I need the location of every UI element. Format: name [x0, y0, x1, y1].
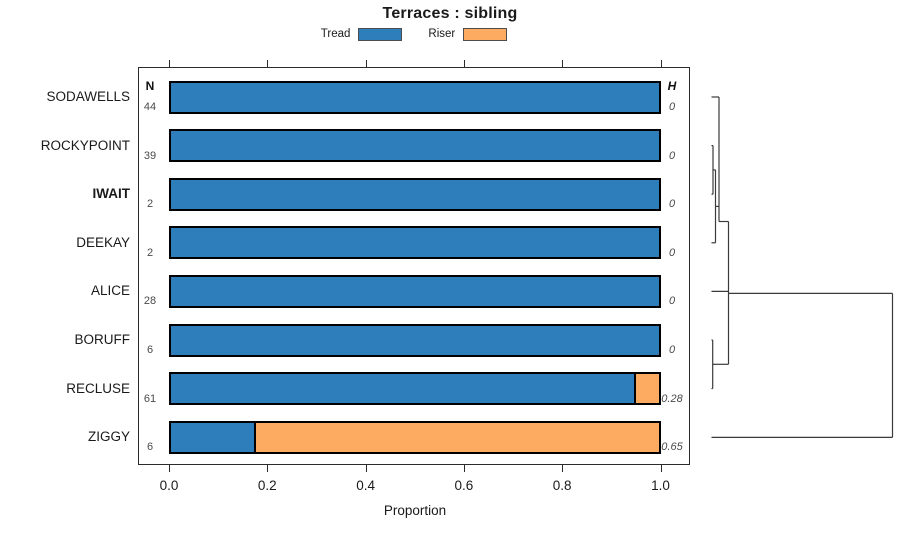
tread-segment: [171, 131, 659, 161]
x-axis-tick: [463, 465, 466, 472]
h-value: 0: [668, 344, 676, 356]
top-axis-tick: [365, 60, 367, 67]
stacked-bar: [169, 274, 661, 308]
legend-riser-swatch: [463, 27, 508, 41]
n-value: 6: [146, 344, 154, 356]
x-axis-tick: [660, 465, 662, 472]
legend-item-riser: Riser: [428, 27, 508, 41]
n-value: 2: [146, 198, 154, 211]
stacked-bar: [169, 177, 661, 211]
top-axis-tick: [267, 60, 269, 67]
x-axis-tick-label: 0.6: [454, 478, 474, 493]
tread-segment: [171, 374, 635, 404]
tread-segment: [171, 82, 659, 112]
n-value: 28: [143, 295, 157, 308]
tread-segment: [171, 179, 659, 209]
category-label: ZIGGY: [87, 429, 130, 445]
category-label: ALICE: [90, 283, 130, 299]
x-axis-title: Proportion: [383, 503, 447, 518]
legend-item-tread: Tread: [320, 27, 403, 41]
chart-title: Terraces : sibling: [382, 5, 518, 22]
tread-segment: [171, 422, 254, 452]
h-value: 0: [668, 149, 676, 162]
x-axis-tick-label: 0.8: [552, 478, 572, 493]
n-value: 44: [143, 101, 157, 113]
h-value: 0: [668, 295, 676, 308]
h-value: 0.28: [661, 392, 683, 405]
tread-segment: [171, 228, 659, 258]
legend-tread-swatch: [358, 27, 403, 41]
h-value: 0: [668, 198, 676, 211]
stacked-bar: [169, 80, 661, 114]
h-value: 0: [668, 101, 676, 113]
n-value: 39: [143, 149, 157, 162]
tread-segment: [171, 325, 659, 355]
category-label: SODAWELLS: [46, 89, 130, 104]
n-value: 2: [146, 246, 154, 259]
x-axis-tick: [562, 465, 564, 472]
h-value: 0.65: [661, 441, 683, 454]
x-axis-tick-label: 0.4: [356, 478, 375, 493]
category-label: BORUFF: [74, 332, 131, 347]
top-axis-tick: [562, 60, 564, 67]
x-axis-tick-label: 0.0: [159, 478, 179, 493]
riser-segment: [634, 374, 659, 404]
category-label: IWAIT: [92, 186, 131, 202]
n-column-header: N: [145, 79, 155, 93]
x-axis-tick-label: 0.2: [257, 478, 277, 493]
h-column-header: H: [667, 79, 677, 93]
category-label: DEEKAY: [76, 234, 130, 250]
x-axis-tick: [365, 465, 367, 472]
legend: Tread Riser: [138, 26, 690, 42]
category-label: RECLUSE: [66, 380, 130, 396]
legend-riser-label: Riser: [428, 28, 456, 40]
n-value: 61: [143, 392, 157, 405]
plot-area-frame: [138, 67, 690, 465]
tread-segment: [171, 276, 659, 306]
stacked-bar: [169, 372, 661, 406]
top-axis-tick: [169, 60, 171, 67]
stacked-bar: [169, 323, 661, 357]
stacked-bar: [169, 226, 661, 260]
stacked-bar: [169, 129, 661, 163]
x-axis-tick: [267, 465, 269, 472]
top-axis-tick: [463, 60, 466, 67]
stacked-bar: [169, 420, 661, 454]
legend-tread-label: Tread: [320, 28, 351, 40]
riser-segment: [253, 422, 659, 452]
x-axis-tick: [169, 465, 171, 472]
h-value: 0: [668, 246, 676, 259]
top-axis-tick: [660, 60, 662, 67]
n-value: 6: [146, 441, 154, 454]
category-label: ROCKYPOINT: [40, 137, 130, 153]
x-axis-tick-label: 1.0: [651, 478, 670, 493]
